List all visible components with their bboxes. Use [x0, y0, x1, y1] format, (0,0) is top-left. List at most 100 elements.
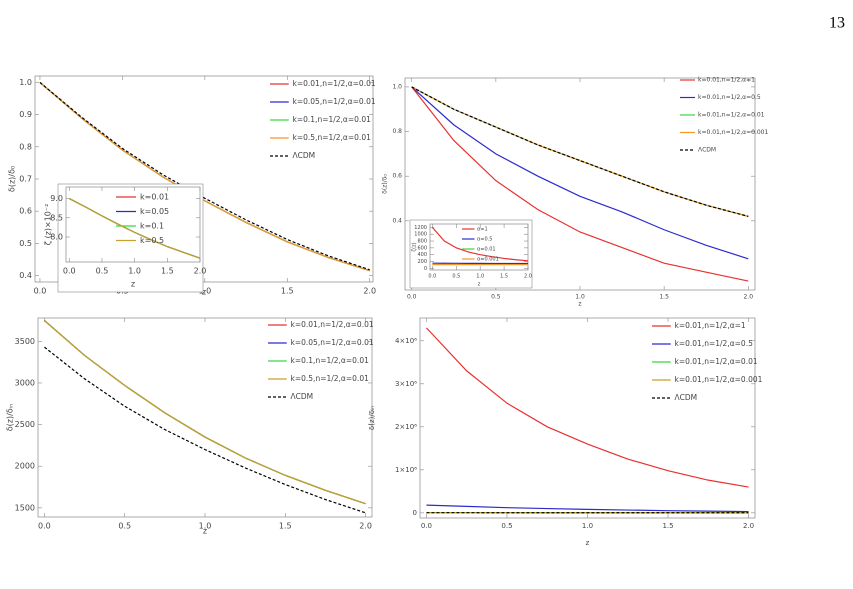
legend-label: k=0.01,n=1/2,α=0.001: [698, 129, 769, 136]
x-axis-label: z: [131, 280, 135, 289]
legend-label: α=0.001: [477, 257, 499, 263]
line-series: [44, 346, 366, 514]
x-tick-label: 1.0: [575, 294, 585, 301]
legend-label: k=0.01,n=1/2,α=0.5: [675, 339, 754, 348]
y-tick-label: 0.8: [19, 142, 32, 151]
y-tick-label: 0.6: [19, 207, 32, 216]
plot-frame: [419, 317, 756, 519]
x-tick-label: 1.5: [161, 267, 174, 276]
line-series: [426, 504, 749, 513]
line-series: [68, 198, 201, 259]
line-series: [426, 327, 749, 488]
x-tick-label: 1.0: [128, 267, 141, 276]
x-tick-label: 2.0: [743, 294, 753, 301]
legend-label: α=0.01: [477, 247, 496, 253]
legend-label: k=0.01,n=1/2,α=0.01: [293, 79, 376, 88]
line-series: [411, 86, 749, 217]
legend-label: k=0.05,n=1/2,α=0.01: [293, 97, 376, 106]
legend-label: α=0.5: [477, 237, 492, 243]
legend-label: ΛCDM: [675, 393, 698, 402]
x-tick-label: 0.0: [428, 274, 436, 280]
legend-label: k=0.1: [140, 222, 164, 231]
line-series: [411, 86, 749, 282]
y-tick-label: 9.0: [50, 194, 63, 203]
x-tick-label: 0.0: [34, 287, 47, 296]
x-axis-label: z: [586, 539, 590, 547]
x-tick-label: 1.5: [662, 522, 673, 530]
y-tick-label: 0.9: [19, 110, 32, 119]
x-tick-label: 2.0: [194, 267, 207, 276]
page-number: 13: [829, 15, 845, 32]
y-tick-label: 0: [413, 509, 417, 517]
plot-frame: [37, 317, 373, 518]
x-tick-label: 0.5: [96, 267, 109, 276]
legend-label: k=0.5: [140, 236, 164, 245]
legend-label: k=0.01: [140, 193, 169, 202]
line-series: [411, 86, 749, 260]
x-tick-label: 0.0: [38, 522, 51, 531]
y-tick-label: 0.5: [19, 239, 32, 248]
line-series: [431, 227, 529, 262]
legend-label: k=0.05,n=1/2,α=0.01: [291, 338, 374, 347]
x-tick-label: 2.0: [524, 274, 532, 280]
legend-label: k=0.5,n=1/2,α=0.01: [291, 374, 370, 383]
x-tick-label: 1.5: [500, 274, 508, 280]
legend-label: k=0.01,n=1/2,α=1: [675, 321, 746, 330]
y-tick-label: 2500: [15, 420, 35, 429]
y-axis-label: δ(z)/δ₀: [382, 174, 389, 194]
x-tick-label: 0.0: [407, 294, 417, 301]
y-tick-label: 600: [417, 245, 427, 251]
y-tick-label: 1000: [414, 232, 427, 238]
legend-label: k=0.5,n=1/2,α=0.01: [293, 133, 372, 142]
x-tick-label: 2.0: [363, 287, 376, 296]
line-series: [39, 81, 370, 272]
legend-label: k=0.05: [140, 207, 169, 216]
x-tick-label: 1.5: [279, 522, 292, 531]
line-series: [44, 320, 366, 505]
y-tick-label: 2×10⁶: [395, 423, 417, 431]
y-tick-label: 4×10⁶: [395, 337, 417, 345]
inset-background: [57, 183, 204, 293]
x-tick-label: 0.5: [491, 294, 501, 301]
legend-label: k=0.01,n=1/2,α=0.01: [675, 357, 758, 366]
legend-label: ΛCDM: [291, 392, 314, 401]
y-tick-label: 8.5: [50, 213, 63, 222]
x-tick-label: 0.5: [452, 274, 460, 280]
y-tick-label: 3500: [15, 337, 35, 346]
legend-label: k=0.01,n=1/2,α=0.01: [698, 112, 765, 119]
x-tick-label: 1.5: [281, 287, 294, 296]
y-tick-label: 2000: [15, 462, 35, 471]
y-tick-label: 8.0: [50, 233, 63, 242]
x-tick-label: 0.0: [421, 522, 432, 530]
legend-label: k=0.01,n=1/2,α=0.01: [291, 320, 374, 329]
y-tick-label: 1500: [15, 503, 35, 512]
line-series: [39, 81, 370, 271]
legend-label: k=0.1,n=1/2,α=0.01: [293, 115, 372, 124]
line-series: [44, 320, 366, 505]
y-tick-label: 400: [417, 252, 427, 258]
y-tick-label: 200: [417, 259, 427, 265]
x-tick-label: 2.0: [743, 522, 754, 530]
y-axis-label: ζ (z)×10⁻²: [44, 204, 53, 246]
y-tick-label: 1×10⁶: [395, 466, 417, 474]
x-tick-label: 1.0: [582, 522, 593, 530]
y-tick-label: 0.4: [392, 217, 402, 224]
x-tick-label: 1.0: [199, 522, 212, 531]
y-axis-label: δ(z)/δ₀: [8, 166, 17, 192]
plot-frame: [65, 186, 201, 263]
line-series: [44, 320, 366, 505]
legend-label: k=0.01,n=1/2,α=1: [698, 77, 755, 84]
x-axis-label: z: [202, 288, 206, 297]
y-axis-label: δ(z)/δᵢₙ: [368, 406, 376, 430]
y-tick-label: 0.7: [19, 175, 32, 184]
y-tick-label: 1.0: [19, 78, 32, 87]
x-tick-label: 1.5: [659, 294, 669, 301]
legend-label: k=0.01,n=1/2,α=0.001: [675, 375, 763, 384]
x-tick-label: 2.0: [359, 522, 372, 531]
y-tick-label: 0.4: [19, 271, 32, 280]
x-tick-label: 0.0: [63, 267, 76, 276]
line-series: [44, 320, 366, 505]
x-tick-label: 1.0: [476, 274, 484, 280]
plot-frame: [429, 223, 529, 271]
